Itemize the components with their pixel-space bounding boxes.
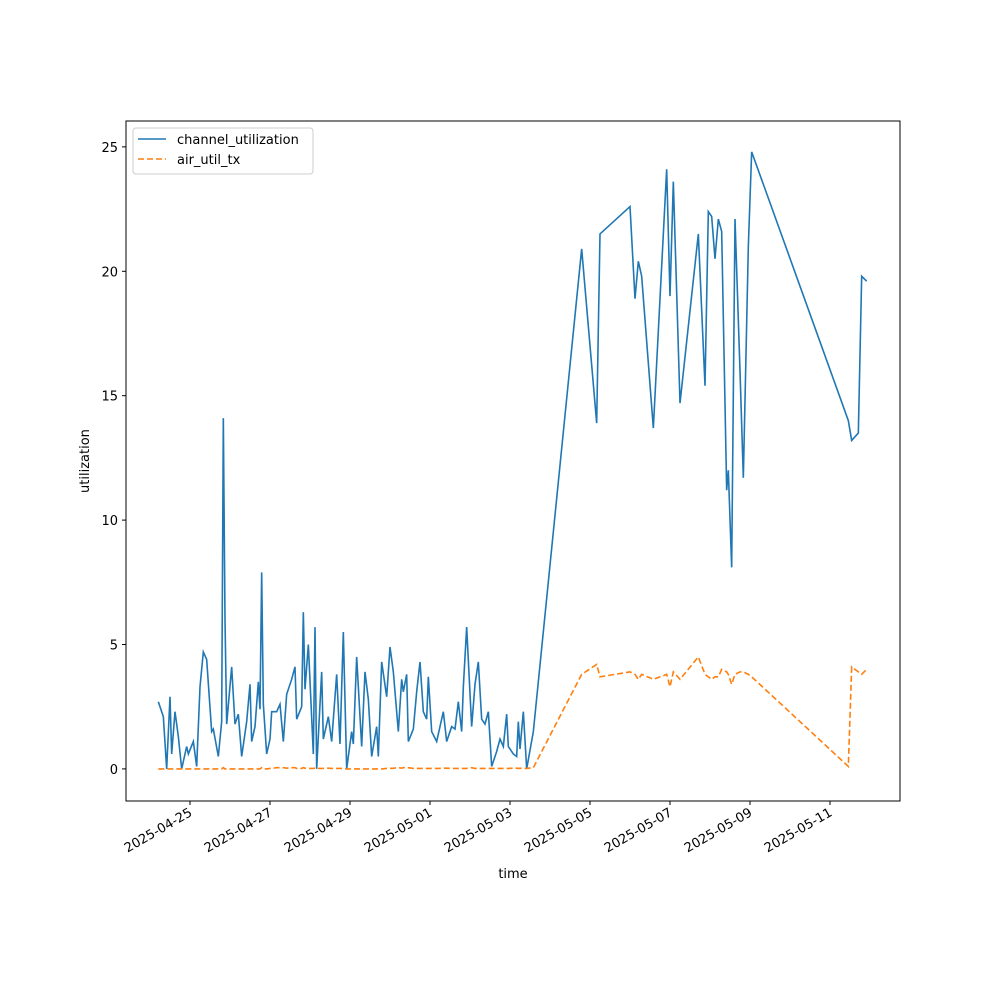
x-tick-label: 2025-05-07 bbox=[602, 805, 675, 856]
y-tick-label: 0 bbox=[110, 763, 118, 778]
y-axis-label: utilization bbox=[78, 429, 93, 493]
y-tick-label: 20 bbox=[101, 265, 118, 280]
y-tick-label: 10 bbox=[101, 514, 118, 529]
legend-label: channel_utilization bbox=[177, 133, 299, 148]
x-tick-label: 2025-05-03 bbox=[442, 805, 515, 856]
plot-frame bbox=[125, 120, 901, 802]
x-tick-label: 2025-05-09 bbox=[682, 805, 755, 856]
legend: channel_utilization air_util_tx bbox=[132, 127, 314, 175]
x-tick-label: 2025-04-29 bbox=[282, 805, 355, 856]
x-tick-label: 2025-04-25 bbox=[122, 805, 195, 856]
x-axis-label: time bbox=[498, 867, 527, 882]
legend-label: air_util_tx bbox=[177, 153, 241, 168]
y-tick-label: 25 bbox=[101, 141, 118, 156]
x-tick-label: 2025-04-27 bbox=[202, 805, 275, 856]
y-tick-label: 5 bbox=[110, 638, 118, 653]
x-tick-label: 2025-05-11 bbox=[762, 805, 835, 856]
x-tick-label: 2025-05-01 bbox=[362, 805, 435, 856]
y-tick-label: 15 bbox=[101, 390, 118, 405]
legend-box bbox=[132, 127, 314, 175]
x-tick-label: 2025-05-05 bbox=[522, 805, 595, 856]
series-line bbox=[157, 151, 868, 770]
